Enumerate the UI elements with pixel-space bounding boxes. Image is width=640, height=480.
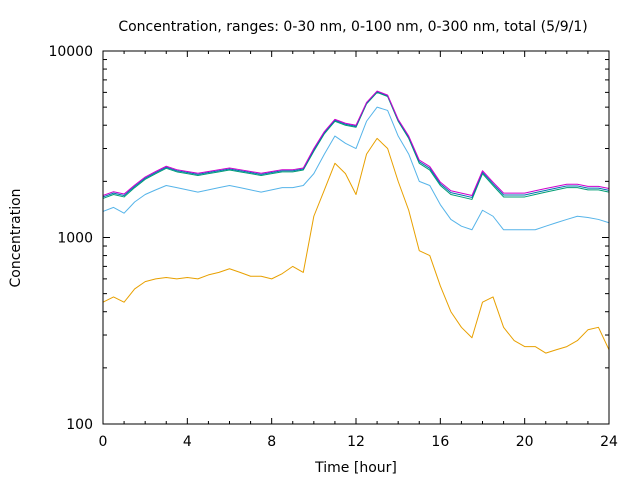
- series-line-5: [102, 90, 610, 196]
- y-axis-label: Concentration: [8, 188, 24, 287]
- x-tick-label: 4: [183, 434, 192, 450]
- plot-series: [102, 90, 610, 354]
- series-line-3: [102, 91, 610, 200]
- series-line-4: [102, 91, 610, 198]
- x-tick-label: 8: [267, 434, 276, 450]
- plot-frame: [102, 50, 610, 425]
- x-axis-ticks: 0 4 8 12 16 20 24: [99, 51, 618, 450]
- y-tick-label: 1000: [57, 231, 93, 247]
- series-line-2: [102, 106, 610, 231]
- x-tick-label: 20: [516, 434, 534, 450]
- y-tick-label: 100: [66, 417, 93, 433]
- x-axis-label: Time [hour]: [314, 460, 397, 476]
- x-tick-label: 24: [600, 434, 618, 450]
- y-tick-label: 10000: [48, 44, 93, 60]
- x-tick-label: 16: [431, 434, 449, 450]
- y-axis-ticks: 100 1000 10000: [48, 44, 609, 433]
- x-tick-label: 0: [99, 434, 108, 450]
- series-line-1: [102, 137, 610, 354]
- chart-title: Concentration, ranges: 0-30 nm, 0-100 nm…: [118, 19, 587, 35]
- x-tick-label: 12: [347, 434, 365, 450]
